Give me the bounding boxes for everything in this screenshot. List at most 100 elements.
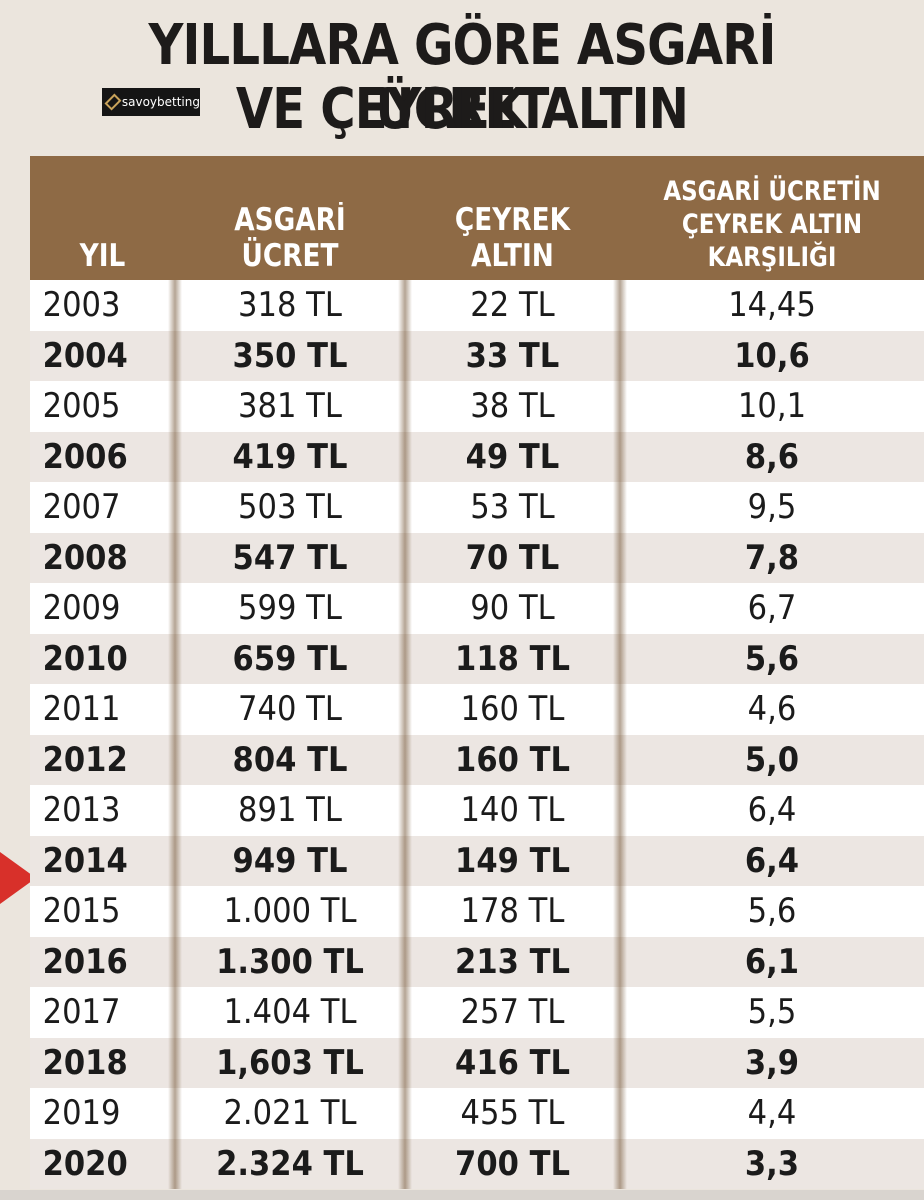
cell-year: 2016	[42, 941, 128, 982]
cell-ratio: 5,6	[747, 891, 797, 932]
logo-text: savoybetting	[121, 95, 200, 109]
cell-ratio: 5,6	[744, 638, 800, 679]
cell-ratio: 10,6	[734, 335, 810, 376]
header-ratio: ASGARİ ÜCRETİN ÇEYREK ALTIN KARŞILIĞI	[663, 176, 881, 273]
cell-year: 2019	[42, 1093, 121, 1134]
cell-year: 2007	[42, 487, 121, 528]
cell-min-wage: 318 TL	[238, 285, 342, 326]
cell-quarter-gold: 140 TL	[460, 790, 565, 831]
table-row: 2018 1,603 TL 416 TL 3,9	[30, 1037, 924, 1088]
title-part-a: YILLLARA GÖRE	[148, 13, 577, 78]
cell-year: 2018	[42, 1042, 128, 1083]
cell-quarter-gold: 118 TL	[455, 638, 570, 679]
cell-quarter-gold: 455 TL	[460, 1093, 565, 1134]
cell-year: 2012	[42, 739, 128, 780]
cell-quarter-gold: 178 TL	[460, 891, 565, 932]
table-row: 2019 2.021 TL 455 TL 4,4	[30, 1088, 924, 1139]
table-row: 2015 1.000 TL 178 TL 5,6	[30, 886, 924, 937]
cell-min-wage: 659 TL	[232, 638, 348, 679]
header-min-wage: ASGARİ ÜCRET	[234, 202, 346, 274]
cell-year: 2011	[42, 689, 121, 730]
table-row: 2004 350 TL 33 TL 10,6	[30, 330, 924, 381]
cell-quarter-gold: 90 TL	[470, 588, 555, 629]
table-row: 2016 1.300 TL 213 TL 6,1	[30, 936, 924, 987]
title-line-1: YILLLARA GÖRE ASGARİ ÜCRET	[65, 14, 860, 142]
cell-min-wage: 2.021 TL	[223, 1093, 357, 1134]
cell-min-wage: 1.404 TL	[223, 992, 357, 1033]
cell-year: 2020	[42, 1143, 128, 1184]
cell-ratio: 6,4	[747, 790, 797, 831]
cell-quarter-gold: 213 TL	[455, 941, 570, 982]
cell-quarter-gold: 160 TL	[460, 689, 565, 730]
cell-year: 2003	[42, 285, 121, 326]
cell-min-wage: 503 TL	[238, 487, 342, 528]
cell-ratio: 6,4	[744, 840, 800, 881]
cell-min-wage: 740 TL	[238, 689, 342, 730]
cell-ratio: 3,9	[744, 1042, 800, 1083]
cell-year: 2006	[42, 436, 128, 477]
table-row: 2006 419 TL 49 TL 8,6	[30, 431, 924, 482]
table-row: 2010 659 TL 118 TL 5,6	[30, 633, 924, 684]
cell-ratio: 14,45	[728, 285, 816, 326]
cell-year: 2005	[42, 386, 121, 427]
cell-ratio: 3,3	[744, 1143, 800, 1184]
table-row: 2009 599 TL 90 TL 6,7	[30, 583, 924, 634]
table-row: 2020 2.324 TL 700 TL 3,3	[30, 1138, 924, 1189]
cell-year: 2014	[42, 840, 128, 881]
cell-min-wage: 891 TL	[238, 790, 342, 831]
cell-ratio: 5,5	[747, 992, 797, 1033]
cell-min-wage: 381 TL	[238, 386, 342, 427]
table-header: YIL ASGARİ ÜCRET ÇEYREK ALTIN ASGARİ ÜCR…	[30, 156, 924, 280]
cell-year: 2013	[42, 790, 121, 831]
table-row: 2011 740 TL 160 TL 4,6	[30, 684, 924, 735]
table-row: 2014 949 TL 149 TL 6,4	[30, 835, 924, 886]
cell-ratio: 8,6	[744, 436, 800, 477]
cell-quarter-gold: 700 TL	[455, 1143, 570, 1184]
header-quarter-gold: ÇEYREK ALTIN	[454, 202, 571, 274]
column-separator	[168, 280, 182, 1189]
cell-quarter-gold: 149 TL	[455, 840, 570, 881]
cell-quarter-gold: 70 TL	[465, 537, 560, 578]
cell-ratio: 10,1	[737, 386, 807, 427]
brand-logo: savoybetting	[102, 88, 200, 116]
cell-quarter-gold: 38 TL	[470, 386, 555, 427]
table-row: 2013 891 TL 140 TL 6,4	[30, 785, 924, 836]
cell-ratio: 9,5	[747, 487, 797, 528]
cell-ratio: 6,1	[744, 941, 800, 982]
cell-min-wage: 1.000 TL	[223, 891, 357, 932]
cell-min-wage: 949 TL	[232, 840, 348, 881]
cell-ratio: 4,4	[747, 1093, 797, 1134]
cell-min-wage: 419 TL	[232, 436, 348, 477]
cell-min-wage: 547 TL	[232, 537, 348, 578]
cell-quarter-gold: 22 TL	[470, 285, 555, 326]
cell-ratio: 5,0	[744, 739, 800, 780]
table-body: 2003 318 TL 22 TL 14,45 2004 350 TL 33 TL 10,6 2…	[30, 280, 924, 1189]
title-line-2: VE ÇEYREK ALTIN	[235, 77, 689, 142]
wage-gold-table: YIL ASGARİ ÜCRET ÇEYREK ALTIN ASGARİ ÜCR…	[30, 156, 924, 1189]
cell-quarter-gold: 53 TL	[470, 487, 555, 528]
cell-year: 2017	[42, 992, 121, 1033]
table-row: 2008 547 TL 70 TL 7,8	[30, 532, 924, 583]
table-row: 2007 503 TL 53 TL 9,5	[30, 482, 924, 533]
cell-year: 2010	[42, 638, 128, 679]
cell-ratio: 7,8	[744, 537, 800, 578]
header-year: YIL	[79, 238, 126, 274]
cell-min-wage: 1.300 TL	[216, 941, 364, 982]
cell-min-wage: 1,603 TL	[216, 1042, 364, 1083]
cell-quarter-gold: 257 TL	[460, 992, 565, 1033]
column-separator	[613, 280, 627, 1189]
cell-quarter-gold: 160 TL	[455, 739, 570, 780]
cell-year: 2008	[42, 537, 128, 578]
cell-ratio: 4,6	[747, 689, 797, 730]
title-part-b: ASGARİ ÜCRET	[375, 13, 777, 142]
cell-min-wage: 2.324 TL	[216, 1143, 364, 1184]
cell-min-wage: 804 TL	[232, 739, 348, 780]
logo-icon	[104, 93, 122, 111]
cell-year: 2009	[42, 588, 121, 629]
cell-quarter-gold: 33 TL	[465, 335, 560, 376]
cell-min-wage: 350 TL	[232, 335, 348, 376]
column-separator	[398, 280, 412, 1189]
cell-min-wage: 599 TL	[238, 588, 342, 629]
table-row: 2003 318 TL 22 TL 14,45	[30, 280, 924, 331]
cell-quarter-gold: 49 TL	[465, 436, 560, 477]
